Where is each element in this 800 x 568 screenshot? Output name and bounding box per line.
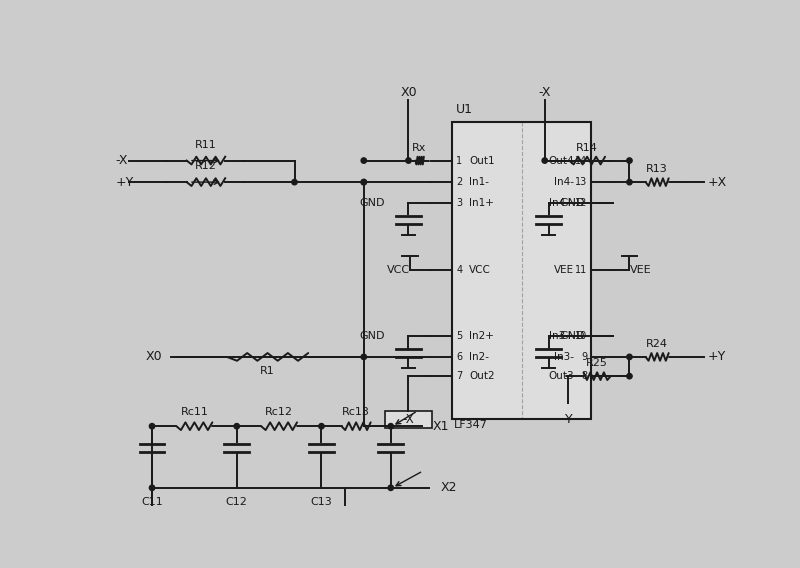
Text: Rc11: Rc11	[181, 407, 208, 417]
Text: R25: R25	[586, 358, 608, 369]
Text: GND: GND	[559, 331, 585, 341]
Text: X1: X1	[433, 420, 450, 433]
Text: R14: R14	[576, 143, 598, 153]
Text: GND: GND	[559, 198, 585, 208]
Text: U1: U1	[456, 103, 474, 116]
Circle shape	[361, 158, 366, 163]
Text: R11: R11	[195, 140, 217, 150]
Text: In1-: In1-	[470, 177, 490, 187]
Text: 2: 2	[456, 177, 462, 187]
Text: 14: 14	[575, 156, 587, 165]
Text: 13: 13	[575, 177, 587, 187]
Text: X2: X2	[441, 481, 458, 494]
Text: -X: -X	[402, 413, 414, 426]
Circle shape	[234, 424, 239, 429]
Text: LF347: LF347	[454, 420, 488, 430]
Circle shape	[626, 158, 632, 163]
Text: R1: R1	[260, 366, 275, 376]
Text: 4: 4	[456, 265, 462, 275]
Text: Rc13: Rc13	[342, 407, 370, 417]
Text: 12: 12	[574, 198, 587, 208]
Text: 5: 5	[456, 331, 462, 341]
Text: Out4: Out4	[548, 156, 574, 165]
Circle shape	[292, 179, 297, 185]
Text: C13: C13	[310, 497, 332, 507]
Text: 6: 6	[456, 352, 462, 362]
Text: In3+: In3+	[549, 331, 574, 341]
Text: In4-: In4-	[554, 177, 574, 187]
Text: VEE: VEE	[554, 265, 574, 275]
Text: 7: 7	[456, 371, 462, 381]
Text: In1+: In1+	[470, 198, 494, 208]
Circle shape	[626, 374, 632, 379]
Text: In4+: In4+	[549, 198, 574, 208]
Circle shape	[150, 485, 154, 491]
Circle shape	[388, 485, 394, 491]
Text: X0: X0	[146, 350, 162, 364]
FancyBboxPatch shape	[386, 411, 431, 428]
Text: Out1: Out1	[470, 156, 495, 165]
Circle shape	[388, 424, 394, 429]
Text: GND: GND	[360, 331, 386, 341]
Text: VCC: VCC	[387, 265, 410, 275]
Text: In3-: In3-	[554, 352, 574, 362]
Text: R12: R12	[195, 161, 217, 172]
Text: -X: -X	[116, 154, 128, 167]
Text: Rc12: Rc12	[265, 407, 293, 417]
Text: R13: R13	[646, 164, 667, 174]
Circle shape	[150, 424, 154, 429]
Circle shape	[406, 158, 411, 163]
Text: +Y: +Y	[707, 350, 726, 364]
Text: In2-: In2-	[470, 352, 490, 362]
Text: X0: X0	[400, 86, 417, 99]
Text: -X: -X	[538, 86, 551, 99]
FancyBboxPatch shape	[452, 122, 591, 419]
Text: VCC: VCC	[470, 265, 491, 275]
Text: 8: 8	[581, 371, 587, 381]
Text: 10: 10	[575, 331, 587, 341]
Circle shape	[542, 158, 547, 163]
Text: 3: 3	[456, 198, 462, 208]
Circle shape	[361, 179, 366, 185]
Circle shape	[626, 354, 632, 360]
Text: R24: R24	[646, 339, 667, 349]
Text: Rx: Rx	[412, 143, 426, 153]
Text: C11: C11	[141, 497, 163, 507]
Text: 1: 1	[456, 156, 462, 165]
Text: Out2: Out2	[470, 371, 495, 381]
Text: VEE: VEE	[630, 265, 651, 275]
Text: GND: GND	[360, 198, 386, 208]
Text: C12: C12	[226, 497, 248, 507]
Text: +X: +X	[707, 176, 726, 189]
Text: +Y: +Y	[116, 176, 134, 189]
Text: -Y: -Y	[562, 413, 573, 426]
Circle shape	[361, 354, 366, 360]
Circle shape	[361, 179, 366, 185]
Circle shape	[318, 424, 324, 429]
Text: In2+: In2+	[470, 331, 494, 341]
Text: 11: 11	[575, 265, 587, 275]
Text: 9: 9	[581, 352, 587, 362]
Text: Out3: Out3	[548, 371, 574, 381]
Circle shape	[626, 179, 632, 185]
